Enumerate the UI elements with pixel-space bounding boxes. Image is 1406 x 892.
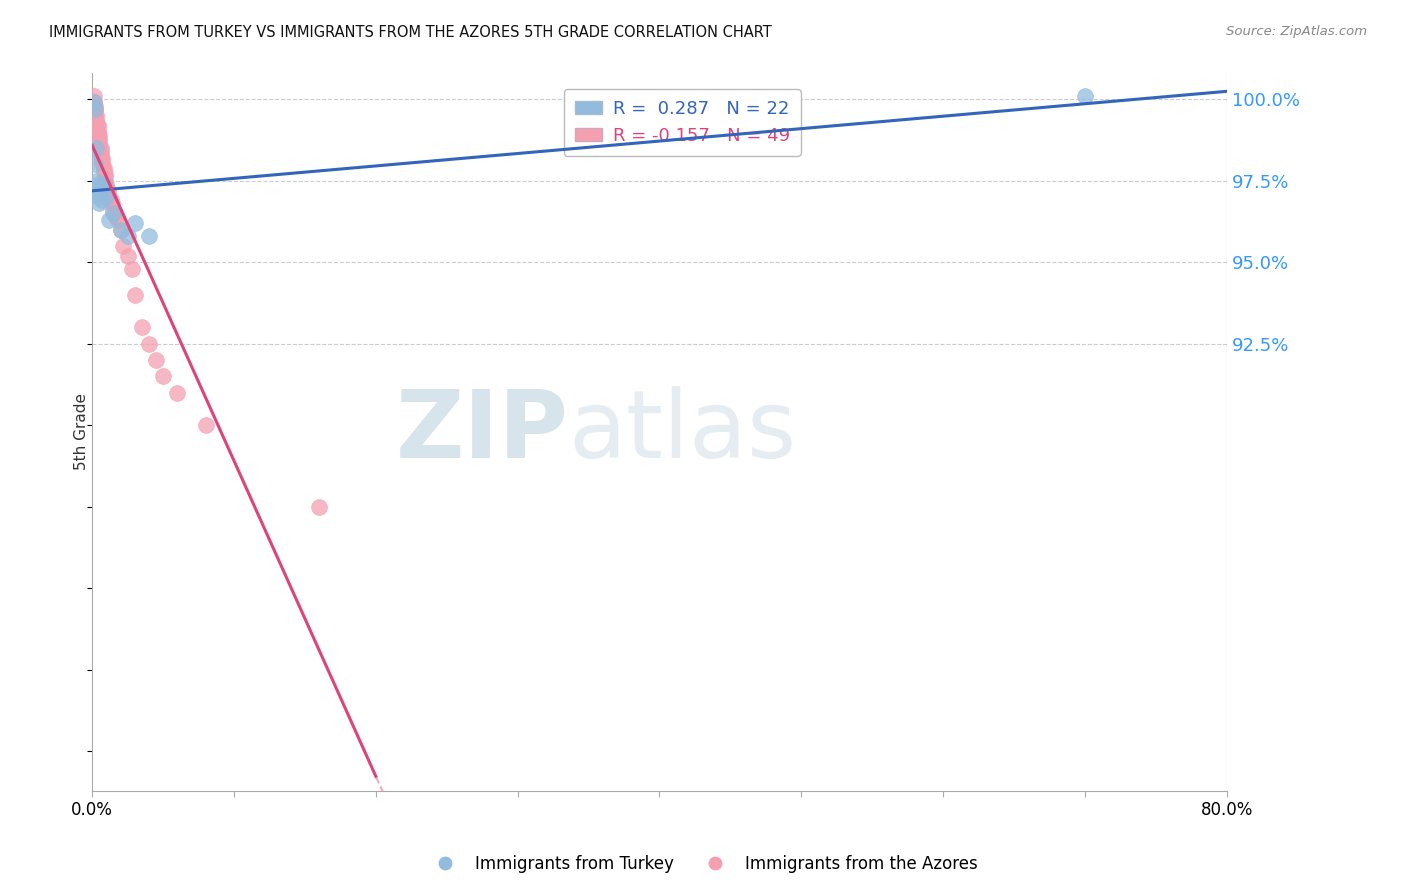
Point bbox=[87, 118, 110, 132]
Point bbox=[308, 500, 330, 514]
Point bbox=[107, 212, 129, 227]
Point bbox=[91, 157, 114, 171]
Point bbox=[96, 180, 118, 194]
Point bbox=[89, 128, 111, 142]
Point bbox=[87, 177, 110, 191]
Point bbox=[91, 193, 114, 207]
Point bbox=[124, 216, 146, 230]
Point bbox=[87, 121, 110, 136]
Point bbox=[93, 177, 115, 191]
Point bbox=[84, 105, 107, 120]
Point bbox=[86, 112, 108, 126]
Point bbox=[90, 183, 112, 197]
Point bbox=[117, 249, 139, 263]
Point bbox=[166, 385, 188, 400]
Point bbox=[89, 196, 111, 211]
Point bbox=[117, 229, 139, 244]
Point bbox=[83, 95, 105, 110]
Point bbox=[89, 131, 111, 145]
Point bbox=[84, 157, 107, 171]
Point bbox=[94, 173, 117, 187]
Point bbox=[86, 183, 108, 197]
Point bbox=[93, 164, 115, 178]
Point bbox=[112, 239, 135, 253]
Point bbox=[84, 102, 107, 116]
Point bbox=[145, 353, 167, 368]
Point bbox=[91, 151, 114, 165]
Point bbox=[110, 222, 132, 236]
Point bbox=[86, 108, 108, 122]
Point bbox=[138, 336, 160, 351]
Point bbox=[131, 320, 153, 334]
Point bbox=[87, 186, 110, 201]
Point bbox=[103, 206, 125, 220]
Y-axis label: 5th Grade: 5th Grade bbox=[75, 393, 89, 470]
Point bbox=[89, 190, 111, 204]
Point bbox=[138, 229, 160, 244]
Legend: Immigrants from Turkey, Immigrants from the Azores: Immigrants from Turkey, Immigrants from … bbox=[422, 848, 984, 880]
Point bbox=[90, 145, 112, 159]
Point bbox=[97, 183, 120, 197]
Point bbox=[86, 141, 108, 155]
Point bbox=[1074, 88, 1097, 103]
Point bbox=[94, 170, 117, 185]
Legend: R =  0.287   N = 22, R = -0.157   N = 49: R = 0.287 N = 22, R = -0.157 N = 49 bbox=[564, 89, 800, 156]
Point bbox=[100, 193, 122, 207]
Point bbox=[89, 135, 111, 149]
Point bbox=[101, 196, 124, 211]
Point bbox=[103, 202, 125, 217]
Point bbox=[194, 418, 217, 433]
Point bbox=[97, 186, 120, 201]
Point bbox=[124, 287, 146, 301]
Point bbox=[98, 190, 121, 204]
Text: ZIP: ZIP bbox=[396, 386, 568, 478]
Point bbox=[121, 261, 143, 276]
Point bbox=[93, 161, 115, 175]
Point bbox=[91, 154, 114, 169]
Point bbox=[84, 98, 107, 112]
Point bbox=[83, 88, 105, 103]
Point bbox=[89, 180, 111, 194]
Point bbox=[104, 206, 127, 220]
Point bbox=[90, 147, 112, 161]
Point bbox=[89, 137, 111, 152]
Point bbox=[105, 210, 128, 224]
Point bbox=[90, 141, 112, 155]
Point bbox=[86, 173, 108, 187]
Point bbox=[84, 102, 107, 116]
Point bbox=[83, 95, 105, 110]
Point bbox=[87, 125, 110, 139]
Point bbox=[110, 222, 132, 236]
Point bbox=[152, 369, 174, 384]
Point bbox=[96, 177, 118, 191]
Point bbox=[94, 167, 117, 181]
Text: Source: ZipAtlas.com: Source: ZipAtlas.com bbox=[1226, 25, 1367, 38]
Point bbox=[96, 190, 118, 204]
Text: IMMIGRANTS FROM TURKEY VS IMMIGRANTS FROM THE AZORES 5TH GRADE CORRELATION CHART: IMMIGRANTS FROM TURKEY VS IMMIGRANTS FRO… bbox=[49, 25, 772, 40]
Text: atlas: atlas bbox=[568, 386, 797, 478]
Point bbox=[86, 115, 108, 129]
Point bbox=[98, 212, 121, 227]
